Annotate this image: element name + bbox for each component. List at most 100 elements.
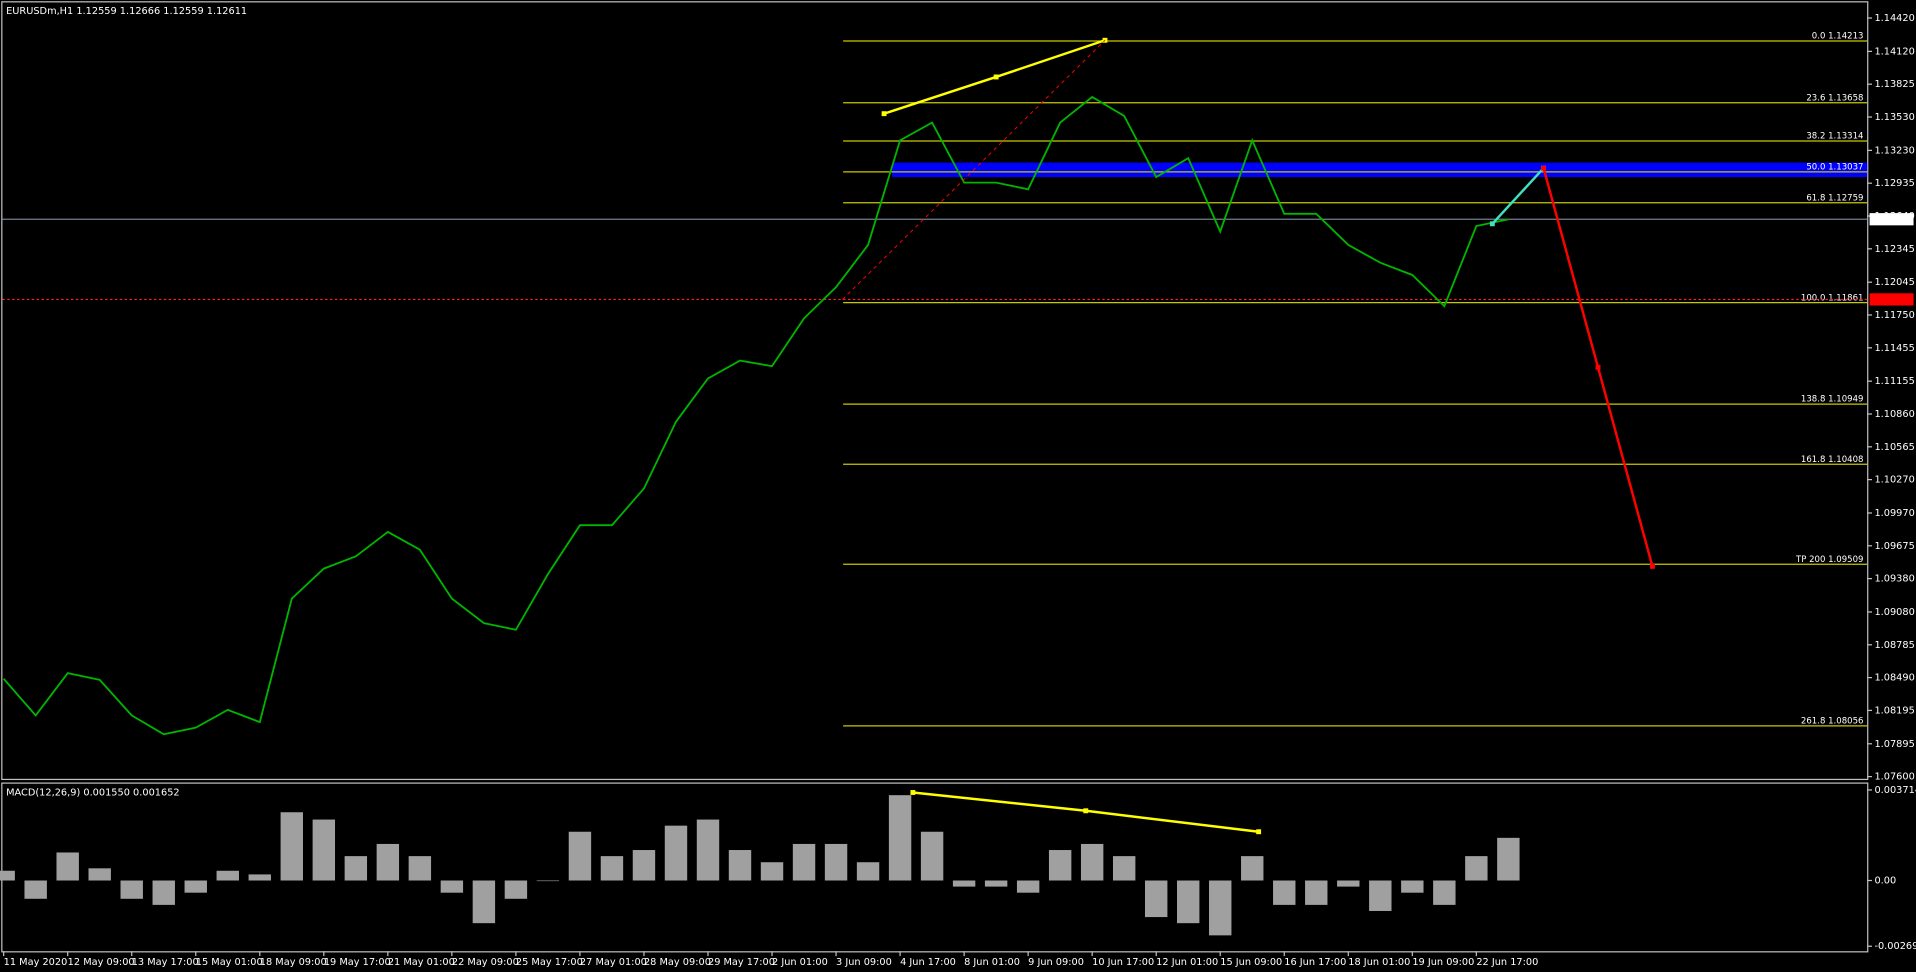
fib-level-label: 100.0 1.11861 [1801,293,1864,303]
y-tick-label: 1.07600 [1874,772,1914,783]
x-tick-label: 2 Jun 01:00 [772,957,828,968]
macd-bar [728,850,752,881]
drawing-anchor [1595,364,1601,370]
y-tick-label: 1.10860 [1874,409,1914,420]
y-tick-label: 1.13530 [1874,112,1914,123]
macd-bar [792,843,816,881]
x-tick-label: 10 Jun 17:00 [1092,957,1154,968]
y-tick-label: 1.08195 [1874,705,1914,716]
macd-bar [1497,837,1520,881]
macd-bar [504,880,528,899]
macd-bar [1048,850,1072,881]
x-tick-label: 28 May 09:00 [644,957,711,968]
macd-bar [664,825,688,881]
macd-bar [1209,880,1232,936]
x-tick-label: 12 Jun 01:00 [1156,957,1218,968]
x-tick-label: 19 Jun 09:00 [1412,957,1474,968]
macd-bar [152,880,175,905]
x-tick-label: 22 Jun 17:00 [1476,957,1538,968]
symbol-header: EURUSDm,H1 1.12559 1.12666 1.12559 1.126… [6,6,247,17]
macd-bar [1401,880,1424,893]
macd-bar [568,831,592,881]
y-tick-label: 0.00 [1874,876,1896,887]
macd-bar [1369,880,1392,911]
macd-bar [696,819,720,881]
macd-bar [472,880,496,924]
macd-bar [440,880,464,893]
y-tick-label: 1.10565 [1874,442,1914,453]
drawing-anchor [1649,563,1655,569]
fib-level-label: 38.2 1.13314 [1806,132,1863,142]
macd-bar [1273,880,1296,905]
y-tick-label: 1.09380 [1874,574,1914,585]
drawing-anchor [993,74,999,80]
fib-level-label: 50.0 1.13037 [1806,162,1863,172]
x-tick-label: 29 May 17:00 [708,957,775,968]
macd-bar [312,819,336,881]
macd-bar [984,880,1008,887]
macd-bar [1305,880,1328,905]
macd-bar [344,856,368,881]
y-tick-label: 1.11750 [1874,310,1914,321]
drawing-line [1491,167,1545,225]
current-price-box [1869,213,1914,226]
macd-bar [184,880,207,893]
macd-bar [920,831,944,881]
x-tick-label: 3 Jun 09:00 [836,957,892,968]
macd-bar [376,843,400,881]
x-tick-label: 9 Jun 09:00 [1028,957,1084,968]
macd-bar [1177,880,1200,924]
fib-level-label: 61.8 1.12759 [1806,193,1863,203]
current-price-label: 1.12611 [1873,214,1913,225]
y-tick-label: 1.13825 [1874,79,1914,90]
y-tick-label: 1.09675 [1874,541,1914,552]
price-zone [892,162,1868,178]
y-tick-label: 1.11155 [1874,376,1914,387]
y-tick-label: 1.12045 [1874,277,1914,288]
y-tick-label: 1.08490 [1874,673,1914,684]
x-tick-label: 21 May 01:00 [388,957,455,968]
macd-bar [1337,880,1360,887]
fib-level-label: 261.8 1.08056 [1801,716,1864,726]
x-tick-label: 25 May 17:00 [516,957,583,968]
x-tick-label: 15 Jun 09:00 [1220,957,1282,968]
macd-bar [1016,880,1040,893]
main-frame [1,1,1869,781]
macd-bar [760,862,784,881]
y-tick-label: 1.14120 [1874,46,1914,57]
macd-bar [600,856,624,881]
macd-bar [824,843,848,881]
x-tick-label: 13 May 17:00 [132,957,199,968]
y-tick-label: 1.09970 [1874,508,1914,519]
macd-bar [1112,856,1136,881]
y-tick-label: -0.002696 [1874,941,1916,952]
drawing-anchor [910,790,916,795]
x-tick-label: 8 Jun 01:00 [964,957,1020,968]
y-tick-label: 1.11455 [1874,343,1914,354]
fib-level-label: 138.8 1.10949 [1801,395,1864,405]
y-tick-label: 1.09080 [1874,607,1914,618]
y-tick-label: 1.13230 [1874,145,1914,156]
x-tick-label: 15 May 01:00 [196,957,263,968]
y-tick-label: 1.10270 [1874,475,1914,486]
macd-bar [120,880,143,899]
macd-bar [1465,856,1488,881]
x-tick-label: 12 May 09:00 [68,957,135,968]
macd-bar [24,880,47,899]
macd-frame [1,782,1869,953]
y-tick-label: 1.07895 [1874,739,1914,750]
y-tick-label: 0.003714 [1874,785,1916,796]
x-tick-label: 16 Jun 17:00 [1284,957,1346,968]
y-tick-label: 1.08785 [1874,640,1914,651]
x-tick-label: 19 May 17:00 [324,957,391,968]
macd-bar [536,880,560,882]
x-tick-label: 18 Jun 01:00 [1348,957,1410,968]
fib-level-label: TP 200 1.09509 [1795,555,1863,565]
macd-bar [1433,880,1456,905]
fib-level-label: 161.8 1.10408 [1801,455,1864,465]
macd-bar [248,874,271,881]
x-tick-label: 22 May 09:00 [452,957,519,968]
bid-marker [1869,293,1914,306]
